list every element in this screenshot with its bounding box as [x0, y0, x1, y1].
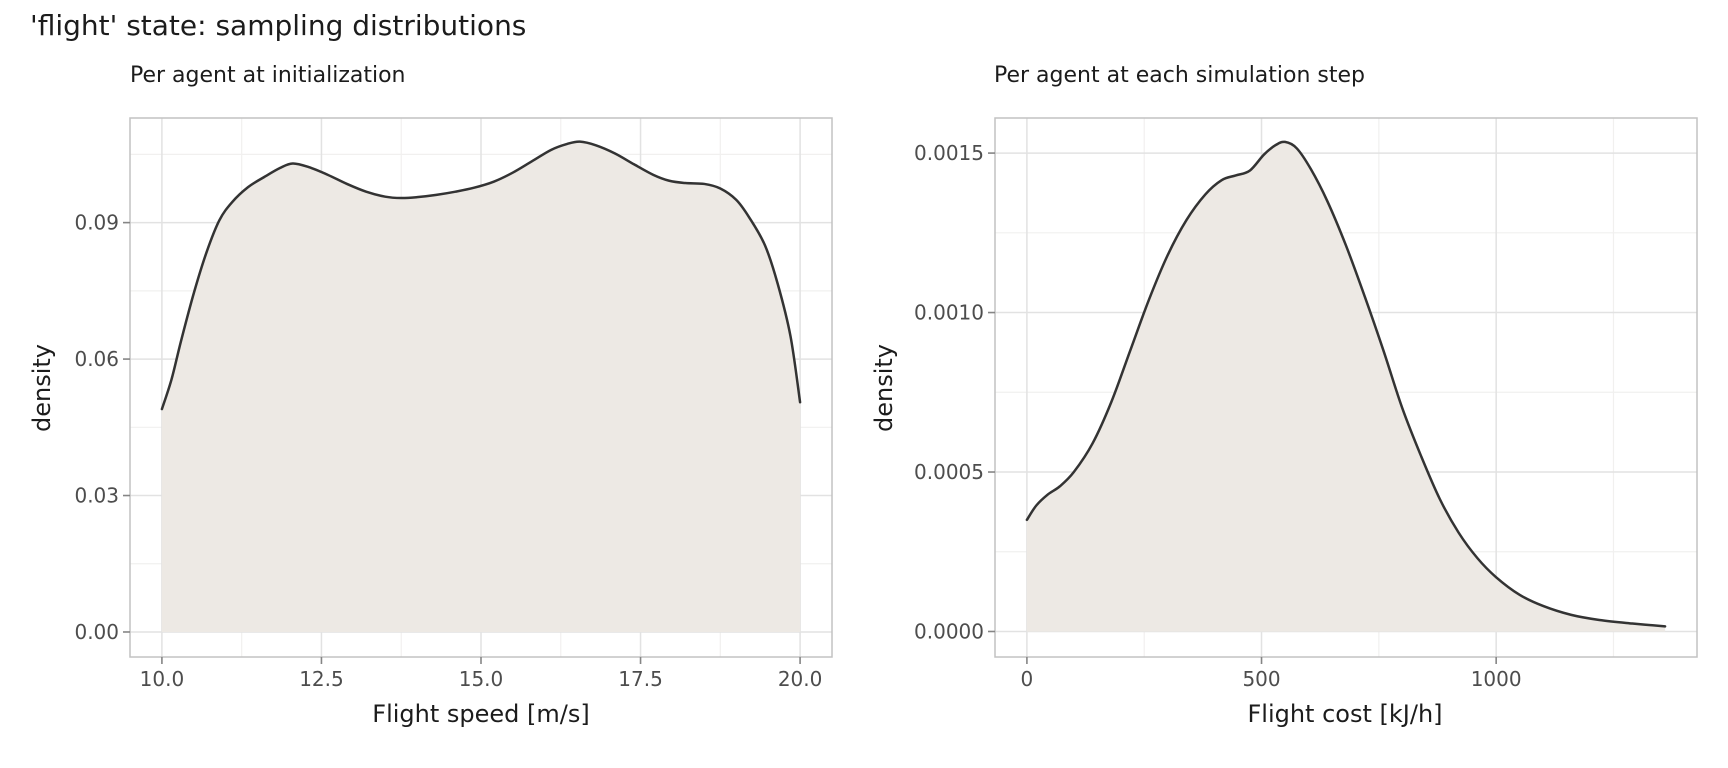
x-tick-label: 500 [1242, 667, 1280, 691]
y-axis-title: density [870, 344, 898, 432]
x-tick-label: 0 [1021, 667, 1034, 691]
panel-title: Per agent at each simulation step [994, 63, 1366, 88]
y-tick-label: 0.0005 [914, 460, 984, 484]
x-tick-label: 15.0 [459, 667, 504, 691]
x-tick-label: 17.5 [618, 667, 663, 691]
density-area [161, 141, 801, 632]
y-tick-label: 0.09 [74, 211, 119, 235]
density-curve [160, 140, 802, 411]
y-tick-label: 0.00 [74, 620, 119, 644]
y-tick-label: 0.0015 [914, 141, 984, 165]
density-curve [1025, 140, 1667, 628]
y-tick-label: 0.03 [74, 484, 119, 508]
panel-border [994, 117, 1698, 658]
x-axis-title: Flight cost [kJ/h] [1247, 700, 1443, 728]
y-tick-label: 0.0000 [914, 619, 984, 643]
flight-cost-density-plot: 0 500 1000 0.0000 0.0005 0.0010 0.0015 [914, 117, 1698, 691]
flight-speed-density-plot: 10.0 12.5 15.0 17.5 20.0 0.00 0.03 0.06 0.09 [74, 117, 833, 691]
subplot-flight-cost: 0 500 1000 0.0000 0.0005 0.0010 0.0015 Per age… [864, 0, 1728, 768]
y-tick-label: 0.06 [74, 347, 119, 371]
x-tick-label: 10.0 [140, 667, 185, 691]
x-tick-label: 20.0 [778, 667, 823, 691]
x-tick-label: 1000 [1471, 667, 1522, 691]
subplot-flight-speed: 10.0 12.5 15.0 17.5 20.0 0.00 0.03 0.06 0.09 Per… [28, 63, 833, 728]
x-axis-title: Flight speed [m/s] [372, 700, 590, 728]
panel-title: Per agent at initialization [130, 63, 406, 88]
figure-title: 'flight' state: sampling distributions [30, 9, 527, 42]
y-axis-title: density [28, 344, 56, 432]
y-tick-label: 0.0010 [914, 301, 984, 325]
x-tick-label: 12.5 [299, 667, 344, 691]
density-area [1026, 141, 1666, 632]
